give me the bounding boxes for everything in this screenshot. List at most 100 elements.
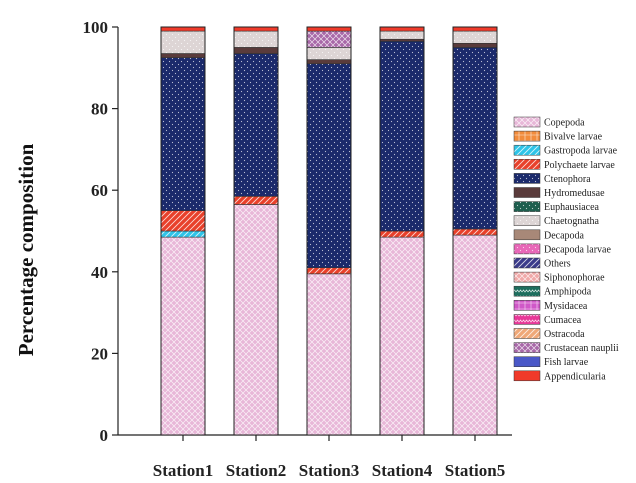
bar-segment bbox=[379, 230, 425, 238]
legend-label: Crustacean nauplii bbox=[544, 343, 619, 354]
legend-label: Others bbox=[544, 259, 571, 270]
legend-swatch bbox=[513, 130, 541, 142]
y-tick-label: 0 bbox=[100, 426, 109, 445]
legend-label: Amphipoda bbox=[544, 287, 592, 298]
x-tick-label: Station4 bbox=[372, 461, 433, 480]
bar-segment bbox=[379, 236, 425, 436]
legend-label: Polychaete larvae bbox=[544, 160, 615, 171]
legend-label: Decapoda bbox=[544, 230, 585, 241]
x-tick-label: Station2 bbox=[226, 461, 286, 480]
legend-swatch bbox=[513, 314, 541, 325]
bar-segment bbox=[452, 30, 498, 44]
y-tick-label: 60 bbox=[91, 181, 108, 200]
legend-swatch bbox=[513, 257, 541, 269]
bar-segment bbox=[452, 47, 498, 230]
legend-item: Mysidacea bbox=[513, 300, 588, 312]
legend-swatch bbox=[513, 370, 541, 382]
legend-swatch bbox=[513, 356, 541, 367]
bar-segment bbox=[379, 40, 425, 232]
legend-label: Euphausiacea bbox=[544, 202, 600, 213]
bar-segment bbox=[160, 53, 206, 58]
legend-swatch bbox=[513, 201, 541, 212]
y-tick-label: 100 bbox=[83, 18, 109, 37]
x-tick-label: Station1 bbox=[153, 461, 213, 480]
legend-label: Appendicularia bbox=[544, 371, 606, 382]
legend-swatch bbox=[513, 159, 541, 170]
legend-item: Decapoda bbox=[513, 229, 585, 241]
legend-item: Hydromedusae bbox=[513, 187, 605, 199]
legend-label: Ctenophora bbox=[544, 174, 591, 185]
legend-item: Copepoda bbox=[513, 116, 585, 129]
bar-segment bbox=[233, 204, 279, 436]
legend-swatch bbox=[513, 215, 541, 226]
bar-segment bbox=[306, 59, 352, 65]
bar-segment bbox=[452, 234, 498, 436]
legend-item: Decapoda larvae bbox=[513, 243, 611, 255]
x-tick-label: Station5 bbox=[445, 461, 505, 480]
bar-segment bbox=[160, 57, 206, 211]
bar-segment bbox=[306, 26, 352, 32]
legend-swatch bbox=[513, 285, 541, 297]
legend-label: Siphonophorae bbox=[544, 273, 605, 284]
legend-item: Others bbox=[513, 257, 571, 270]
bar-segment bbox=[233, 47, 279, 54]
bar-segment bbox=[306, 273, 352, 436]
legend-label: Hydromedusae bbox=[544, 188, 605, 199]
legend-label: Ostracoda bbox=[544, 329, 585, 340]
bar-segment bbox=[306, 267, 352, 275]
bars bbox=[160, 26, 498, 436]
legend-label: Fish larvae bbox=[544, 357, 589, 368]
legend-label: Gastropoda larvae bbox=[544, 146, 618, 157]
bar-segment bbox=[306, 63, 352, 269]
bar-segment bbox=[452, 228, 498, 236]
bar-segment bbox=[306, 47, 352, 60]
bar-segment bbox=[160, 230, 206, 238]
legend-label: Mysidacea bbox=[544, 301, 588, 312]
bar-segment bbox=[379, 38, 425, 42]
legend-swatch bbox=[513, 144, 541, 156]
bar-segment bbox=[379, 30, 425, 40]
legend-item: Chaetognatha bbox=[513, 215, 600, 227]
legend-item: Siphonophorae bbox=[513, 271, 605, 284]
legend-item: Gastropoda larvae bbox=[513, 144, 618, 157]
axes: 0 20 40 60 80 100 Station1 Station2 Station3 Stat… bbox=[83, 18, 512, 480]
legend-swatch bbox=[513, 271, 541, 283]
bar-segment bbox=[160, 210, 206, 232]
legend-item: Fish larvae bbox=[513, 356, 589, 368]
bar-segment bbox=[452, 43, 498, 48]
legend-swatch bbox=[513, 116, 541, 128]
bar-segment bbox=[233, 196, 279, 205]
legend-item: Cumacea bbox=[513, 314, 582, 326]
bar-segment bbox=[452, 26, 498, 32]
legend-swatch bbox=[513, 342, 541, 353]
bar-segment bbox=[160, 236, 206, 436]
bar-outline bbox=[160, 26, 206, 436]
bar-segment bbox=[233, 30, 279, 48]
legend-swatch bbox=[513, 300, 541, 311]
legend-label: Copepoda bbox=[544, 118, 585, 129]
bar-segment bbox=[160, 30, 206, 54]
legend-label: Bivalve larvae bbox=[544, 132, 603, 143]
bar-segment bbox=[379, 26, 425, 32]
legend-item: Ostracoda bbox=[513, 328, 585, 340]
legend-item: Crustacean nauplii bbox=[513, 342, 619, 354]
legend-swatch bbox=[513, 229, 541, 241]
legend-swatch bbox=[513, 243, 541, 255]
y-tick-label: 20 bbox=[91, 344, 108, 363]
legend-item: Bivalve larvae bbox=[513, 130, 603, 143]
legend-swatch bbox=[513, 328, 541, 339]
bar-segment bbox=[160, 26, 206, 32]
bar-outline bbox=[452, 26, 498, 436]
y-axis-label: Percentage composition bbox=[14, 143, 38, 356]
y-tick-label: 80 bbox=[91, 100, 108, 119]
legend-swatch bbox=[513, 173, 541, 184]
legend-item: Euphausiacea bbox=[513, 201, 600, 213]
legend-item: Ctenophora bbox=[513, 173, 591, 185]
bar-segment bbox=[233, 53, 279, 197]
bar-outline bbox=[233, 26, 279, 436]
legend-label: Chaetognatha bbox=[544, 216, 600, 227]
bar-outline bbox=[379, 26, 425, 436]
y-tick-label: 40 bbox=[91, 263, 108, 282]
legend-item: Amphipoda bbox=[513, 285, 592, 298]
